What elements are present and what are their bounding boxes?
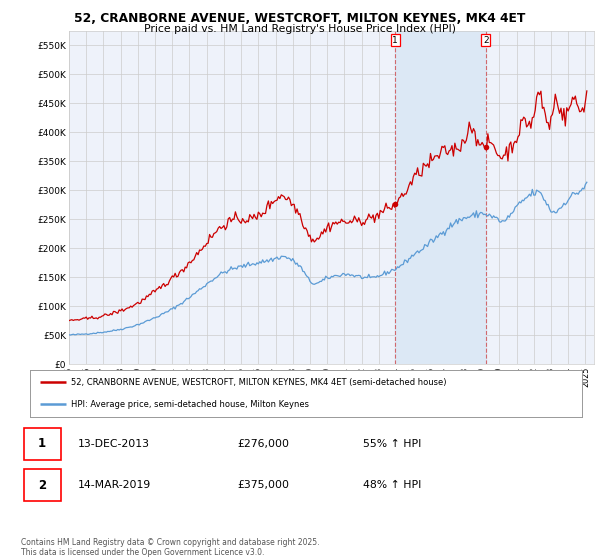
Text: 13-DEC-2013: 13-DEC-2013 (78, 438, 150, 449)
Text: 2: 2 (38, 479, 46, 492)
Bar (395, 31, 486, 364)
Text: Contains HM Land Registry data © Crown copyright and database right 2025.
This d: Contains HM Land Registry data © Crown c… (21, 538, 320, 557)
Text: 14-MAR-2019: 14-MAR-2019 (78, 480, 151, 491)
FancyBboxPatch shape (24, 469, 61, 501)
Text: 48% ↑ HPI: 48% ↑ HPI (363, 480, 421, 491)
Text: £375,000: £375,000 (238, 480, 290, 491)
Text: £276,000: £276,000 (238, 438, 290, 449)
Text: 52, CRANBORNE AVENUE, WESTCROFT, MILTON KEYNES, MK4 4ET (semi-detached house): 52, CRANBORNE AVENUE, WESTCROFT, MILTON … (71, 378, 447, 387)
Text: 52, CRANBORNE AVENUE, WESTCROFT, MILTON KEYNES, MK4 4ET: 52, CRANBORNE AVENUE, WESTCROFT, MILTON … (74, 12, 526, 25)
FancyBboxPatch shape (24, 428, 61, 460)
Text: 1: 1 (392, 36, 398, 45)
Text: 2: 2 (483, 36, 488, 45)
Text: 55% ↑ HPI: 55% ↑ HPI (363, 438, 421, 449)
Text: HPI: Average price, semi-detached house, Milton Keynes: HPI: Average price, semi-detached house,… (71, 400, 310, 409)
Text: 1: 1 (38, 437, 46, 450)
Text: Price paid vs. HM Land Registry's House Price Index (HPI): Price paid vs. HM Land Registry's House … (144, 24, 456, 34)
